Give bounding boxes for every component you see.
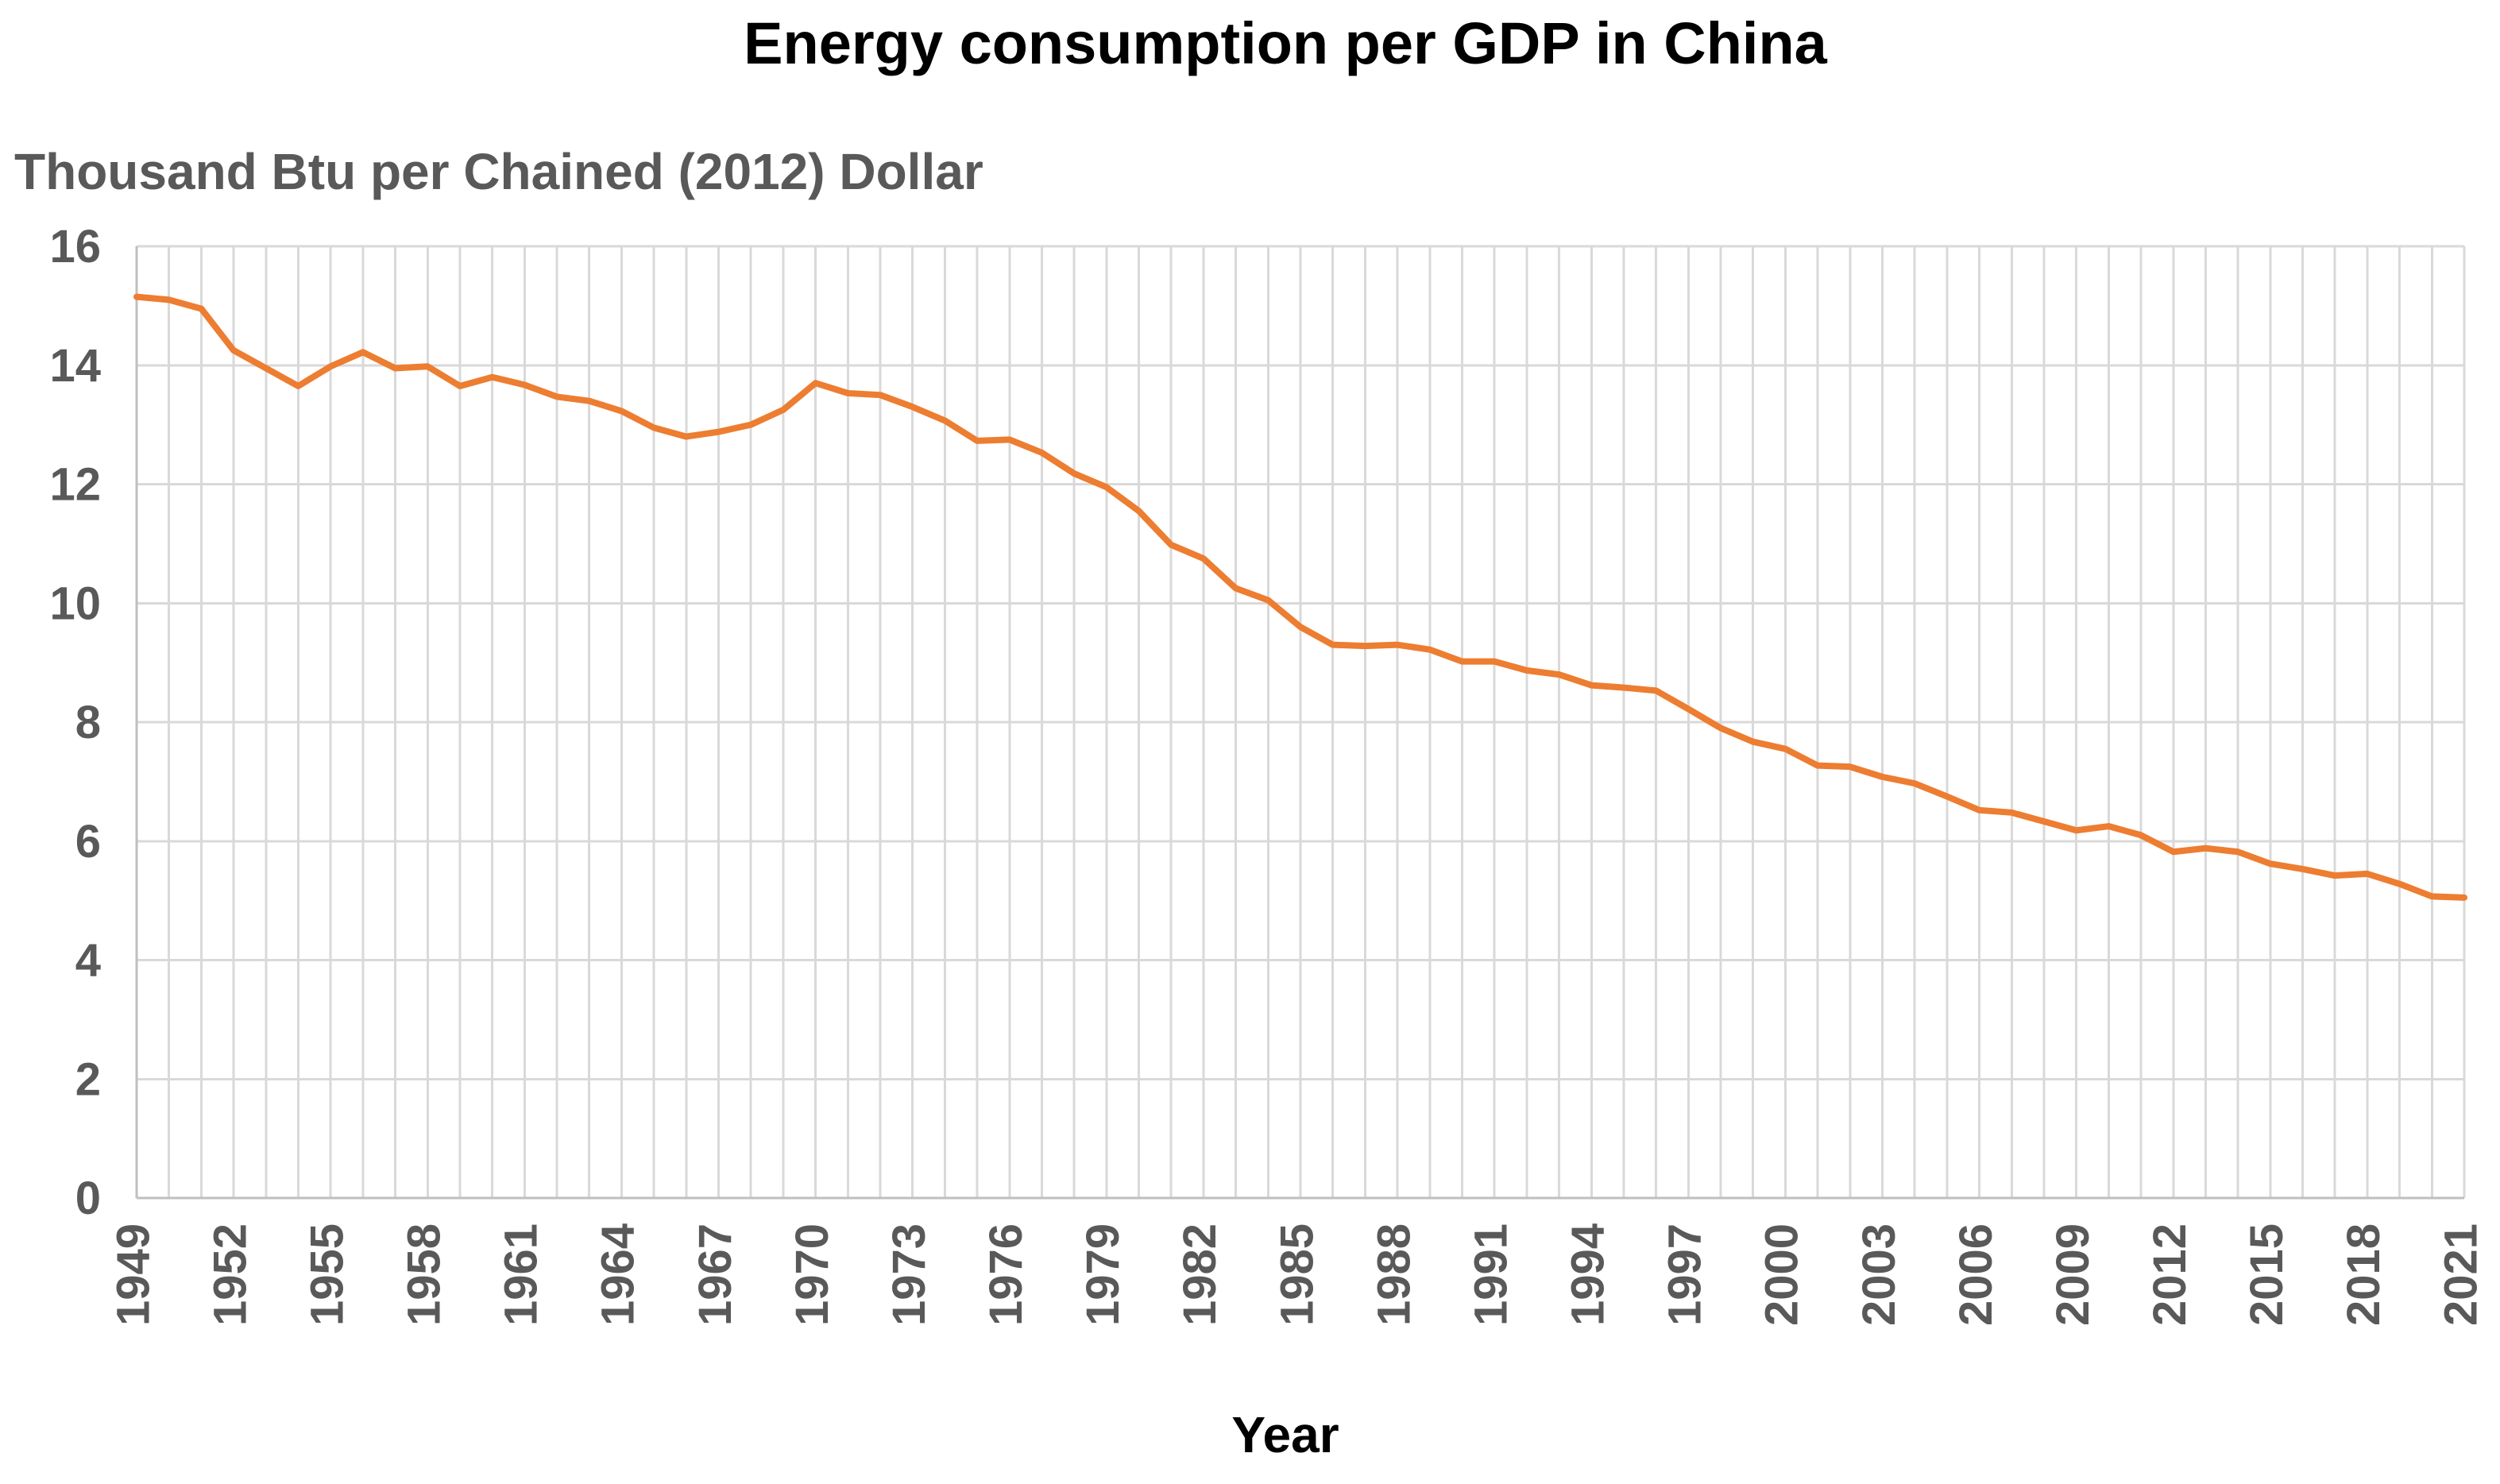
y-tick-label: 0 xyxy=(75,1173,101,1224)
chart-title: Energy consumption per GDP in China xyxy=(744,10,1828,76)
axis-layer xyxy=(135,246,2464,1200)
x-tick-label: 2006 xyxy=(1950,1223,2002,1326)
x-tick-label: 2012 xyxy=(2144,1223,2196,1326)
y-axis-label: Thousand Btu per Chained (2012) Dollar xyxy=(14,143,983,200)
y-tick-label: 2 xyxy=(75,1053,101,1105)
x-tick-label: 2009 xyxy=(2047,1223,2099,1326)
x-tick-label: 2015 xyxy=(2241,1223,2293,1326)
x-tick-label: 1970 xyxy=(786,1223,838,1326)
y-tick-label: 4 xyxy=(75,935,101,987)
y-tick-label: 6 xyxy=(75,816,101,868)
series-line-energy-consumption xyxy=(133,293,2467,901)
y-tick-label: 16 xyxy=(49,221,101,272)
x-tick-label: 2000 xyxy=(1756,1223,1808,1326)
x-tick-label: 1949 xyxy=(107,1223,159,1326)
y-tick-label: 10 xyxy=(49,578,101,629)
x-tick-label: 2003 xyxy=(1853,1223,1905,1326)
x-tick-label: 1979 xyxy=(1077,1223,1129,1326)
x-tick-label: 1952 xyxy=(204,1223,256,1326)
x-tick-label: 1985 xyxy=(1271,1223,1323,1326)
x-tick-label: 1961 xyxy=(496,1223,547,1326)
x-tick-label: 1988 xyxy=(1368,1223,1420,1326)
x-tick-label: 1982 xyxy=(1174,1223,1226,1326)
x-tick-label: 1991 xyxy=(1465,1223,1517,1326)
x-tick-labels: 1949 1952 1955 1958 1961 1964 1967 1970 1973 1976… xyxy=(107,1223,2486,1326)
x-tick-label: 1967 xyxy=(690,1223,741,1326)
y-tick-label: 8 xyxy=(75,697,101,748)
x-tick-label: 2021 xyxy=(2435,1223,2486,1326)
x-tick-label: 2018 xyxy=(2338,1223,2390,1326)
x-tick-label: 1976 xyxy=(980,1223,1032,1326)
series-layer xyxy=(133,293,2467,901)
y-tick-label: 14 xyxy=(49,340,101,392)
grid-layer xyxy=(135,245,2466,1198)
y-tick-labels: 0 2 4 6 8 10 12 14 16 xyxy=(49,221,101,1224)
x-tick-label: 1973 xyxy=(883,1223,935,1326)
x-tick-label: 1994 xyxy=(1563,1223,1614,1326)
x-tick-label: 1997 xyxy=(1660,1223,1711,1326)
x-tick-label: 1964 xyxy=(593,1223,644,1326)
x-tick-label: 1955 xyxy=(301,1223,353,1326)
x-tick-label: 1958 xyxy=(399,1223,450,1326)
x-axis-label: Year xyxy=(1231,1406,1339,1463)
y-tick-label: 12 xyxy=(49,459,101,511)
